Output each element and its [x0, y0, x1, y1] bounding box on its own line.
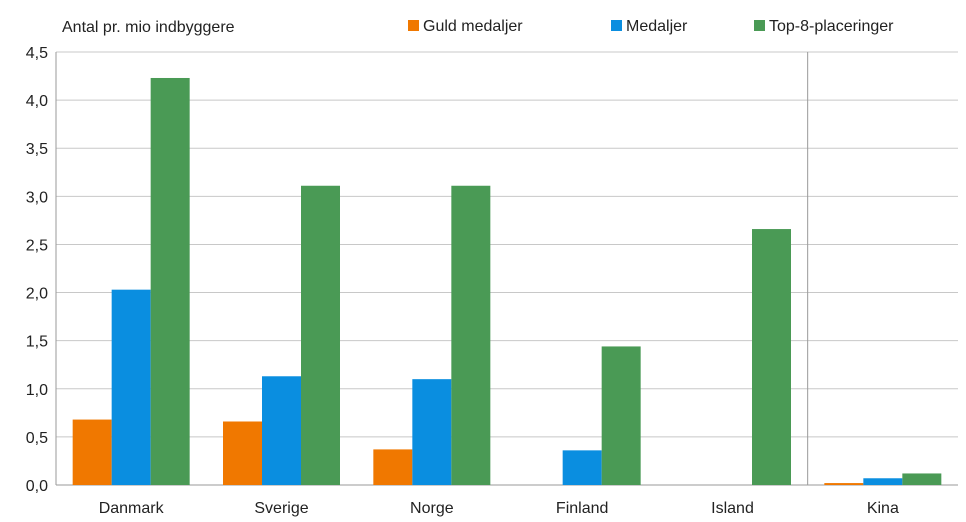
- y-tick-label: 1,5: [26, 334, 48, 351]
- bar-top-8-placeringer-norge: [451, 185, 491, 485]
- bar-medaljer-finland: [562, 450, 602, 485]
- y-tick-label: 2,5: [26, 237, 48, 254]
- y-tick-label: 3,5: [26, 141, 48, 158]
- bar-medaljer-norge: [412, 379, 452, 485]
- y-tick-label: 2,0: [26, 286, 48, 303]
- bar-medaljer-kina: [863, 478, 903, 485]
- y-tick-label: 1,0: [26, 382, 48, 399]
- bar-top-8-placeringer-island: [752, 229, 791, 485]
- bar-top-8-placeringer-finland: [601, 346, 641, 485]
- bar-guld-medaljer-kina: [824, 483, 864, 485]
- y-tick-label: 4,5: [26, 45, 48, 62]
- legend: Guld medaljer Medaljer Top-8-placeringer: [408, 18, 894, 35]
- gridlines: [55, 51, 958, 486]
- bar-guld-medaljer-danmark: [72, 419, 112, 485]
- bar-top-8-placeringer-kina: [902, 473, 942, 485]
- unit-label: Antal pr. mio indbyggere: [62, 19, 235, 36]
- legend-label: Guld medaljer: [423, 18, 523, 35]
- bar-guld-medaljer-norge: [373, 449, 413, 485]
- legend-label: Top-8-placeringer: [769, 18, 894, 35]
- y-tick-label: 3,0: [26, 189, 48, 206]
- x-tick-label: Sverige: [254, 500, 308, 517]
- bar-medaljer-sverige: [262, 376, 301, 485]
- x-tick-label: Finland: [556, 500, 608, 517]
- y-tick-label: 4,0: [26, 93, 48, 110]
- legend-swatch: [408, 20, 419, 31]
- y-tick-label: 0,5: [26, 430, 48, 447]
- bar-medaljer-danmark: [111, 289, 151, 485]
- y-axis-ticks: 0,0 0,5 1,0 1,5 2,0 2,5 3,0 3,5 4,0 4,5: [26, 45, 48, 495]
- legend-label: Medaljer: [626, 18, 688, 35]
- legend-swatch: [611, 20, 622, 31]
- x-tick-label: Danmark: [99, 500, 165, 517]
- bars: [72, 77, 942, 485]
- bar-top-8-placeringer-sverige: [301, 185, 340, 485]
- x-tick-label: Kina: [867, 500, 899, 517]
- y-tick-label: 0,0: [26, 478, 48, 495]
- x-tick-label: Island: [711, 500, 754, 517]
- bar-guld-medaljer-sverige: [223, 421, 262, 485]
- legend-swatch: [754, 20, 765, 31]
- x-tick-label: Norge: [410, 500, 454, 517]
- x-axis-labels: Danmark Sverige Norge Finland Island Kina: [99, 500, 899, 517]
- bar-top-8-placeringer-danmark: [150, 77, 190, 485]
